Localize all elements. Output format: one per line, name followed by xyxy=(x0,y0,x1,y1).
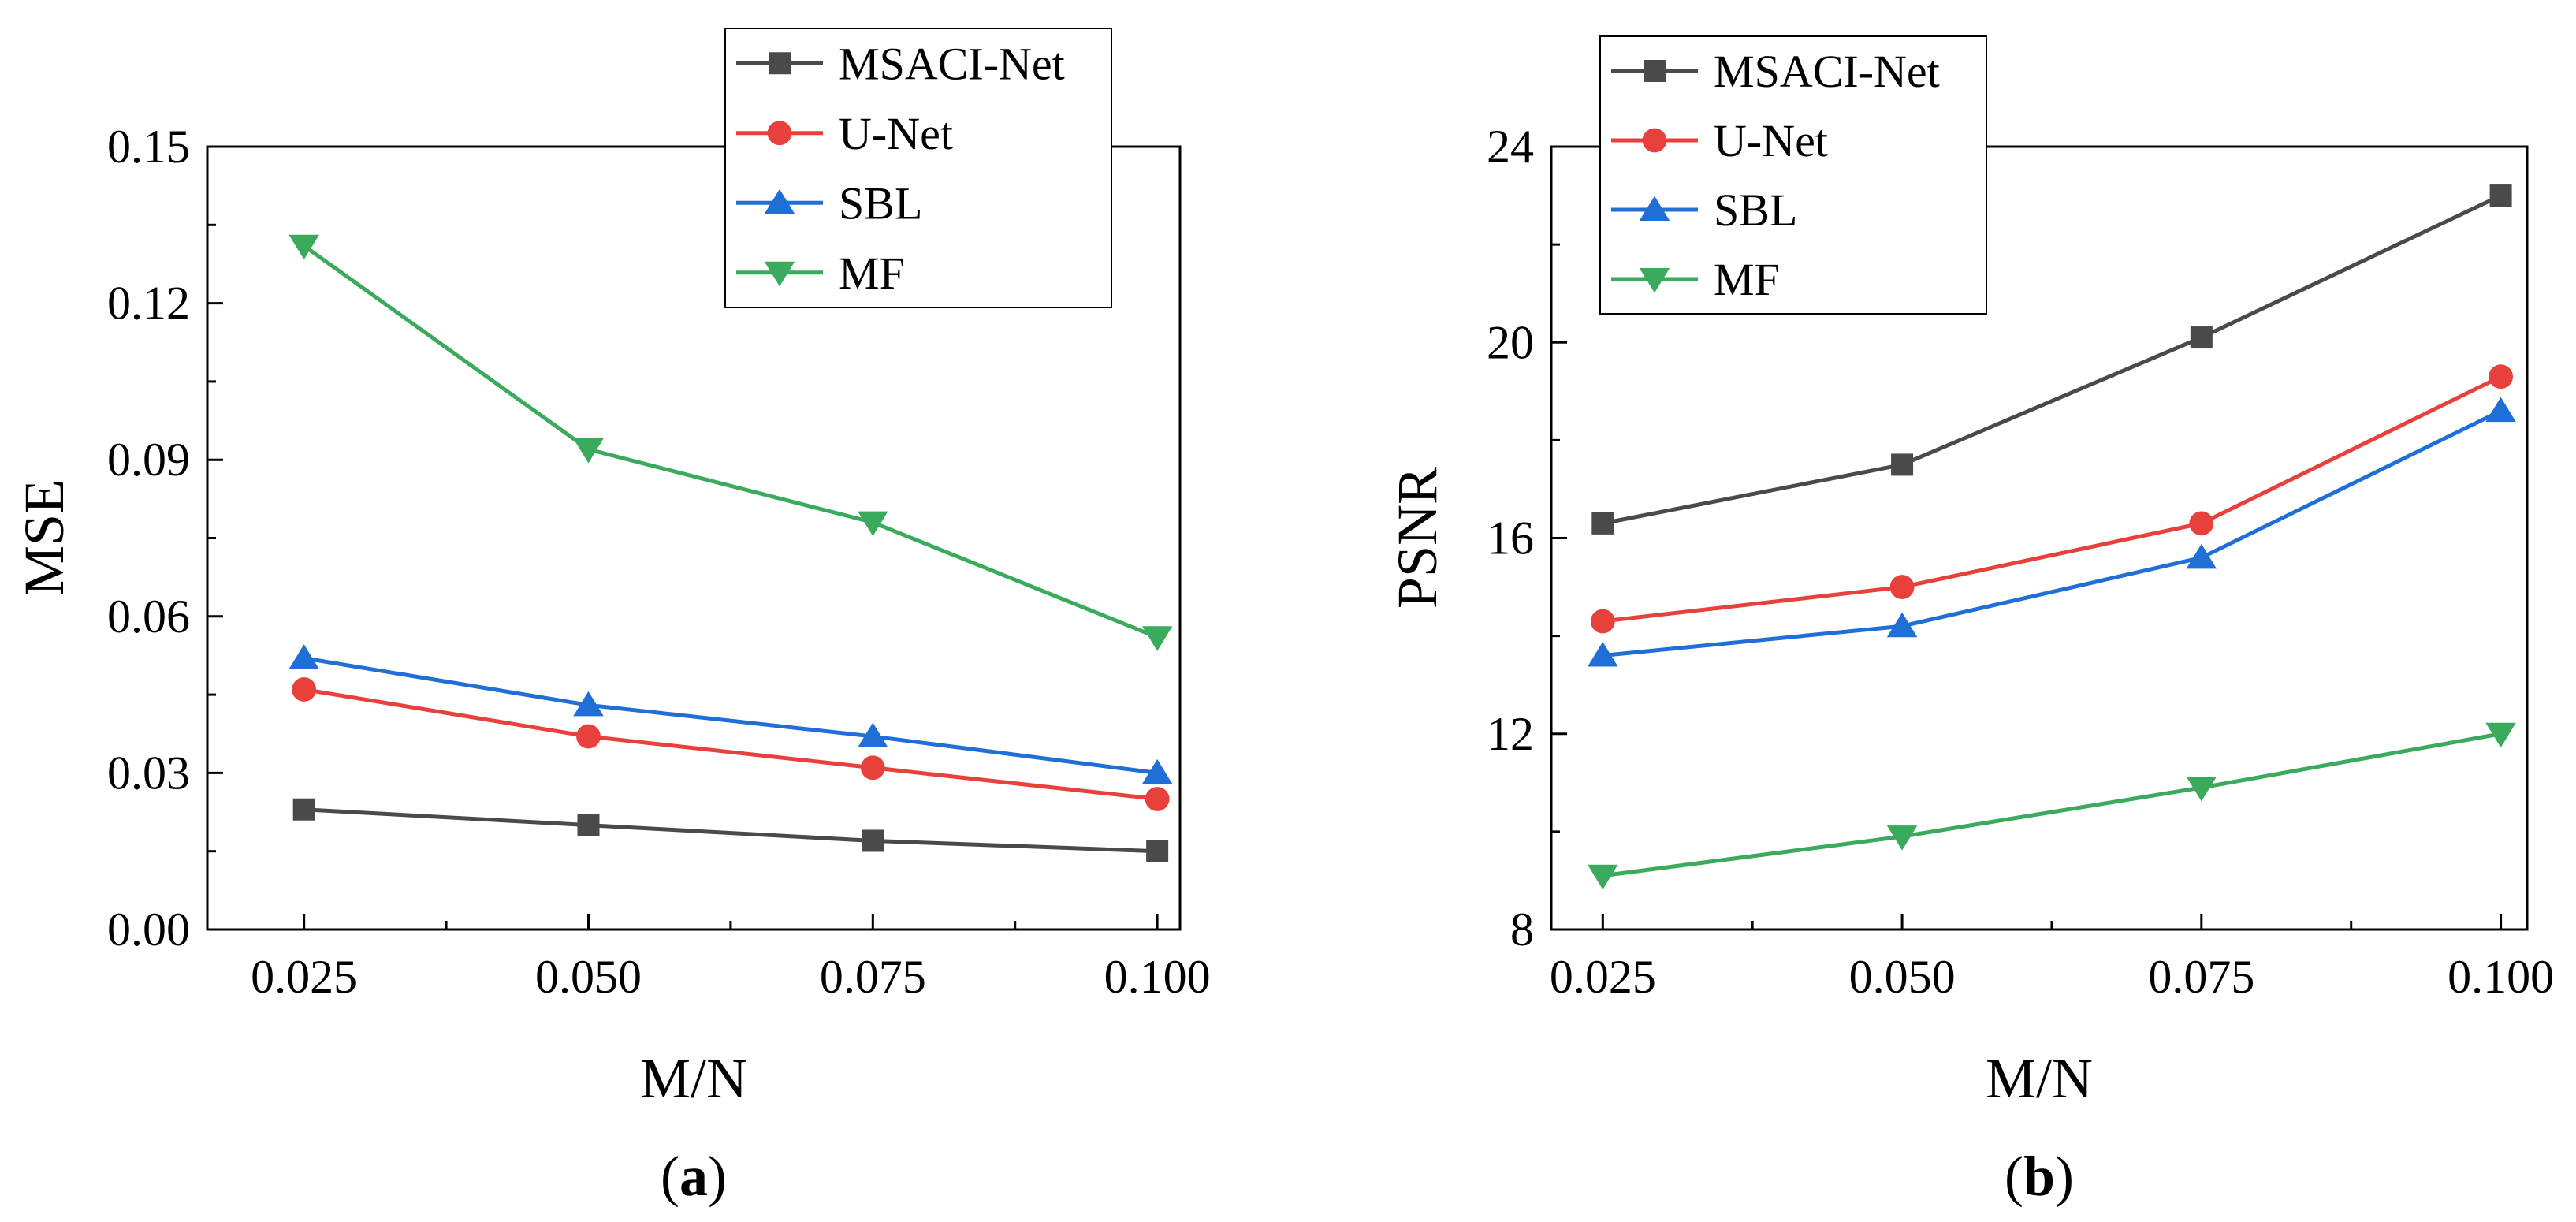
data-point-b-msaci-net-2 xyxy=(2190,326,2213,349)
legend-marker-a-sbl xyxy=(764,188,795,214)
series-line-a-u-net xyxy=(303,687,1158,801)
data-point-b-msaci-net-3 xyxy=(2489,184,2512,207)
legend-label-a-mf: MF xyxy=(839,248,905,299)
data-point-b-sbl-0 xyxy=(1588,641,1618,667)
y-tick-label-a-1: 0.03 xyxy=(107,747,190,799)
data-point-b-sbl-1 xyxy=(1886,612,1918,638)
data-point-a-msaci-net-2 xyxy=(862,829,884,852)
data-point-b-mf-0 xyxy=(1588,864,1618,890)
x-tick-label-a-1: 0.050 xyxy=(535,951,642,1003)
legend-label-a-msaci-net: MSACI-Net xyxy=(839,38,1065,89)
panel-caption-letter-a: a xyxy=(679,1145,708,1208)
series-line-a-sbl xyxy=(303,656,1158,775)
legend-marker-a-u-net xyxy=(767,121,792,146)
data-point-a-mf-0 xyxy=(288,234,319,260)
x-tick-label-b-2: 0.075 xyxy=(2148,951,2254,1003)
data-point-a-msaci-net-1 xyxy=(577,814,600,836)
y-tick-label-a-2: 0.06 xyxy=(107,591,190,643)
y-tick-label-b-3: 20 xyxy=(1487,316,1534,368)
x-tick-label-b-3: 0.100 xyxy=(2448,951,2554,1003)
series-line-b-u-net xyxy=(1603,374,2502,624)
data-point-a-sbl-0 xyxy=(288,644,319,669)
series-line-a-msaci-net xyxy=(303,807,1158,854)
y-tick-label-b-4: 24 xyxy=(1487,121,1534,173)
data-point-a-u-net-0 xyxy=(292,677,317,702)
x-axis-title-a: M/N xyxy=(640,1047,747,1110)
data-point-b-u-net-0 xyxy=(1590,609,1615,634)
legend-marker-a-msaci-net xyxy=(769,52,791,75)
legend-marker-b-u-net xyxy=(1642,128,1667,153)
legend-label-a-sbl: SBL xyxy=(839,177,922,229)
data-point-a-u-net-3 xyxy=(1145,787,1170,811)
series-line-b-mf xyxy=(1602,732,2502,878)
y-tick-label-b-1: 12 xyxy=(1487,708,1534,760)
panel-caption-b: (b) xyxy=(2005,1145,2074,1208)
data-point-b-msaci-net-0 xyxy=(1591,512,1614,535)
data-point-a-msaci-net-3 xyxy=(1146,840,1169,862)
legend-marker-b-msaci-net xyxy=(1644,60,1666,82)
data-point-a-sbl-1 xyxy=(573,691,604,717)
legend-marker-b-mf xyxy=(1639,268,1670,293)
legend-marker-b-sbl xyxy=(1639,196,1670,221)
data-point-b-sbl-3 xyxy=(2485,397,2516,423)
legend-box-b xyxy=(1599,35,1987,315)
x-tick-label-a-3: 0.100 xyxy=(1104,951,1211,1003)
y-axis-title-a: MSE xyxy=(13,479,76,596)
data-point-b-sbl-2 xyxy=(2186,543,2217,569)
panel-caption-letter-b: b xyxy=(2023,1145,2055,1208)
y-tick-label-b-0: 8 xyxy=(1510,903,1534,956)
series-line-a-mf xyxy=(303,244,1159,639)
legend-label-a-u-net: U-Net xyxy=(839,108,953,159)
panel-caption-close-a: ) xyxy=(708,1145,727,1208)
x-tick-label-a-2: 0.075 xyxy=(820,951,926,1003)
data-point-a-u-net-2 xyxy=(860,755,885,781)
y-tick-label-a-5: 0.15 xyxy=(107,121,190,173)
data-point-b-u-net-3 xyxy=(2489,364,2513,389)
x-tick-label-b-1: 0.050 xyxy=(1849,951,1956,1003)
data-point-b-mf-3 xyxy=(2485,722,2516,748)
legend-box-a xyxy=(724,28,1112,308)
series-line-b-sbl xyxy=(1603,408,2502,658)
legend-label-b-mf: MF xyxy=(1714,254,1780,305)
data-point-b-u-net-2 xyxy=(2189,511,2214,536)
legend-marker-a-mf xyxy=(764,261,795,287)
chart-panel-b: 8 12 16 20 24 0.025 0.050 0.075 0.100 M/N PSNR MSAC… xyxy=(1386,35,2554,1208)
chart-panel-a: 0.00 0.03 0.06 0.09 0.12 0.15 0.025 0.050 0.075 0… xyxy=(13,28,1211,1208)
y-tick-label-b-2: 16 xyxy=(1487,512,1534,564)
data-point-b-msaci-net-1 xyxy=(1891,453,1914,476)
data-point-a-sbl-3 xyxy=(1141,758,1173,784)
panel-caption-close-b: ) xyxy=(2055,1145,2074,1208)
data-point-b-u-net-1 xyxy=(1889,575,1915,599)
panel-caption-open-a: ( xyxy=(661,1145,679,1208)
y-axis-title-b: PSNR xyxy=(1386,467,1449,609)
data-point-b-mf-1 xyxy=(1886,825,1918,851)
data-point-a-sbl-2 xyxy=(858,722,888,748)
x-axis-title-b: M/N xyxy=(1986,1047,2093,1110)
y-tick-label-a-3: 0.09 xyxy=(107,434,190,486)
data-point-b-mf-2 xyxy=(2186,777,2217,802)
y-tick-label-a-4: 0.12 xyxy=(107,278,190,330)
legend-label-b-msaci-net: MSACI-Net xyxy=(1714,46,1940,97)
data-point-a-msaci-net-0 xyxy=(292,798,315,821)
y-tick-label-a-0: 0.00 xyxy=(107,903,190,956)
data-point-a-u-net-1 xyxy=(576,724,601,749)
data-point-a-mf-2 xyxy=(858,511,888,537)
legend-label-b-u-net: U-Net xyxy=(1714,115,1828,166)
x-tick-label-a-0: 0.025 xyxy=(251,951,357,1003)
panel-caption-a: (a) xyxy=(661,1145,727,1208)
data-point-a-mf-1 xyxy=(573,438,604,464)
legend-label-b-sbl: SBL xyxy=(1714,184,1797,236)
data-point-a-mf-3 xyxy=(1141,626,1173,651)
panel-caption-open-b: ( xyxy=(2005,1145,2023,1208)
series-line-b-msaci-net xyxy=(1602,193,2502,526)
x-tick-label-b-0: 0.025 xyxy=(1550,951,1656,1003)
